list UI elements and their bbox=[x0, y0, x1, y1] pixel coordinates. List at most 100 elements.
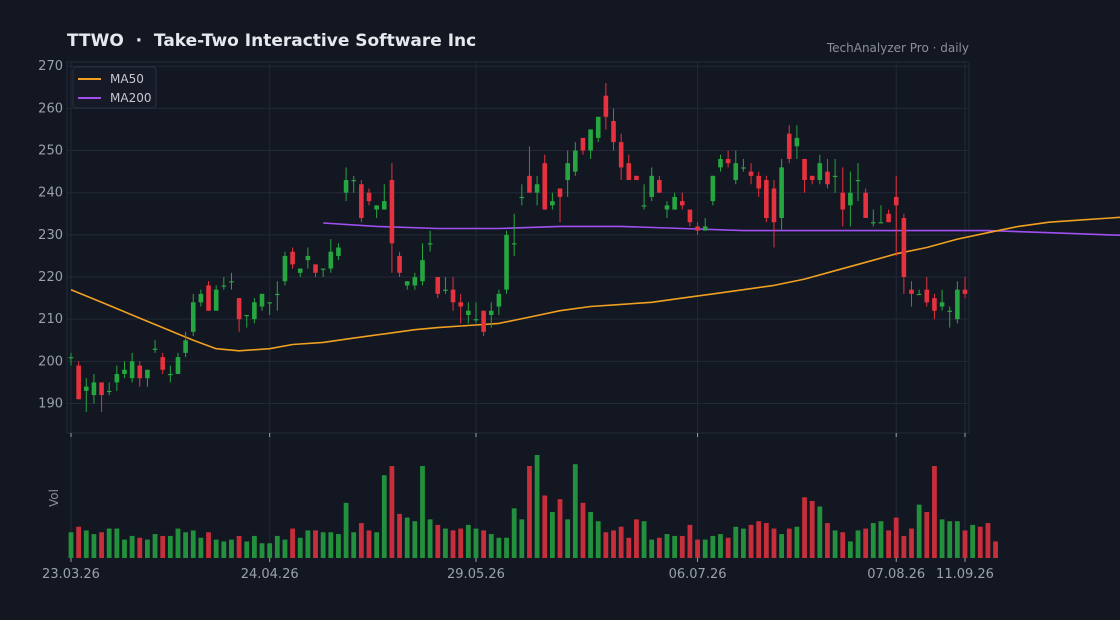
volume-bar bbox=[488, 534, 494, 558]
candle-body bbox=[565, 163, 570, 181]
volume-bar bbox=[244, 541, 250, 558]
legend: MA50 MA200 bbox=[72, 66, 157, 109]
volume-bar bbox=[366, 530, 372, 558]
volume-bar bbox=[328, 532, 334, 558]
volume-bar bbox=[137, 537, 143, 558]
volume-bar bbox=[274, 535, 280, 558]
volume-bar bbox=[496, 537, 502, 558]
candle bbox=[504, 230, 509, 294]
candle bbox=[320, 268, 326, 278]
candle-body bbox=[886, 213, 891, 223]
volume-bar bbox=[687, 524, 693, 558]
volume-bar bbox=[68, 532, 74, 558]
ma50-path bbox=[70, 216, 1120, 352]
volume-axis-label: Vol bbox=[47, 489, 61, 507]
candle bbox=[343, 167, 349, 202]
y-tick-label: 260 bbox=[38, 101, 63, 116]
candle bbox=[871, 209, 876, 227]
candle-body bbox=[297, 268, 303, 273]
candle-body bbox=[68, 357, 74, 359]
candle bbox=[802, 158, 807, 193]
volume-bar bbox=[618, 526, 624, 558]
candle bbox=[481, 310, 486, 337]
volume-bar bbox=[695, 539, 700, 558]
candle-body bbox=[244, 314, 250, 317]
candle-body bbox=[229, 281, 234, 283]
volume-bar bbox=[970, 524, 976, 558]
volume-bar bbox=[511, 508, 517, 558]
candle bbox=[381, 184, 387, 210]
candle bbox=[733, 150, 739, 185]
y-tick-label: 270 bbox=[38, 59, 63, 74]
candle bbox=[786, 125, 792, 164]
candle bbox=[611, 108, 616, 151]
volume-bar bbox=[634, 519, 639, 558]
volume-bar bbox=[435, 524, 441, 558]
candle-body bbox=[878, 222, 884, 224]
volume-bar bbox=[901, 535, 907, 558]
volume-bar bbox=[122, 539, 127, 558]
candle-body bbox=[435, 277, 441, 294]
candle bbox=[679, 192, 685, 210]
volume-bar bbox=[83, 530, 89, 558]
chart-subtitle: TechAnalyzer Pro · daily bbox=[826, 41, 969, 55]
candle bbox=[756, 171, 761, 197]
volume-bar bbox=[672, 535, 678, 558]
candle bbox=[817, 154, 823, 185]
candle-body bbox=[840, 192, 846, 210]
candle bbox=[641, 184, 647, 210]
volume-bar bbox=[886, 530, 891, 558]
volume-bar bbox=[641, 521, 647, 558]
candle-body bbox=[114, 373, 120, 383]
volume-bar bbox=[595, 521, 601, 558]
candle-body bbox=[534, 184, 540, 193]
volume-bar bbox=[320, 532, 326, 558]
y-tick-label: 240 bbox=[38, 186, 63, 201]
candle-body bbox=[488, 310, 494, 315]
volume-bar bbox=[771, 528, 777, 558]
volume-bar bbox=[748, 524, 754, 558]
candle bbox=[244, 314, 250, 328]
candle-body bbox=[611, 121, 616, 143]
volume-bar bbox=[167, 535, 173, 558]
candle bbox=[175, 352, 181, 374]
volume-bar bbox=[603, 532, 609, 558]
candle-body bbox=[519, 196, 525, 199]
candle-body bbox=[458, 302, 463, 307]
volume-bar bbox=[580, 502, 586, 558]
candle bbox=[764, 175, 769, 223]
candle bbox=[488, 302, 494, 328]
x-tick-label: 06.07.26 bbox=[669, 567, 727, 582]
candle bbox=[190, 293, 196, 337]
candle bbox=[106, 382, 112, 396]
candle bbox=[435, 277, 441, 299]
candle bbox=[466, 302, 471, 324]
candle bbox=[825, 158, 830, 189]
candle-body bbox=[855, 180, 861, 182]
candle-body bbox=[481, 310, 486, 332]
candle-body bbox=[198, 293, 204, 303]
volume-bar bbox=[932, 466, 937, 558]
candle-body bbox=[83, 386, 89, 391]
volume-bar bbox=[985, 523, 991, 558]
candle-body bbox=[771, 188, 777, 223]
candle bbox=[389, 163, 395, 273]
volume-bar bbox=[534, 455, 540, 558]
volume-bar bbox=[259, 543, 265, 558]
volume-bar bbox=[251, 535, 257, 558]
volume-bar bbox=[840, 532, 846, 558]
candle bbox=[534, 175, 540, 206]
volume-bar bbox=[519, 519, 525, 558]
candle bbox=[595, 116, 601, 143]
candle-body bbox=[129, 361, 135, 379]
candle-body bbox=[786, 133, 792, 159]
candle bbox=[779, 158, 784, 231]
candle bbox=[695, 222, 700, 235]
candle-body bbox=[420, 260, 425, 282]
candle-body bbox=[695, 226, 700, 231]
candle bbox=[397, 251, 402, 278]
candle bbox=[916, 289, 922, 296]
candle-body bbox=[687, 209, 693, 223]
candle-body bbox=[802, 158, 807, 181]
y-tick-label: 200 bbox=[38, 354, 63, 369]
